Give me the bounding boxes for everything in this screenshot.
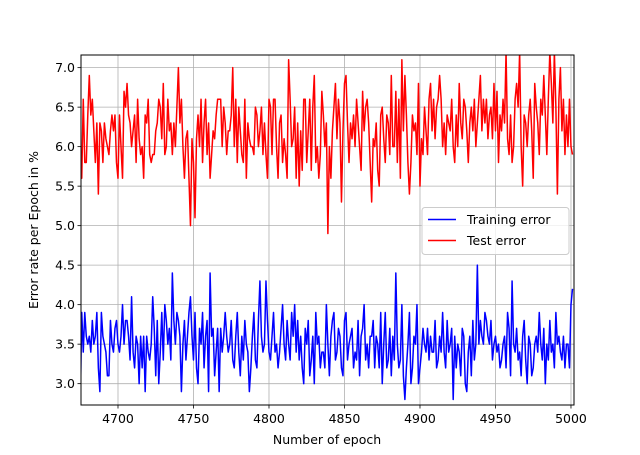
x-tick-label: 4850 [329,411,361,426]
x-tick-label: 4900 [404,411,436,426]
x-tick-label: 5000 [555,411,587,426]
x-axis-label: Number of epoch [273,432,381,447]
x-tick-label: 4700 [102,411,134,426]
y-tick-label: 4.5 [55,258,75,273]
legend-label: Test error [466,233,527,248]
legend-label: Training error [466,212,551,227]
legend: Training error Test error [421,207,570,255]
legend-box [421,207,570,255]
x-tick-label: 4750 [178,411,210,426]
y-tick-label: 6.5 [55,100,75,115]
y-tick-label: 4.0 [55,297,75,312]
plot-lines [81,55,574,405]
ticks: 4700 4750 4800 4850 4900 4950 5000 3.0 3.5 4.0 4.5… [55,60,587,426]
y-axis-label: Error rate per Epoch in % [26,151,41,309]
y-tick-label: 7.0 [55,60,75,75]
y-tick-label: 5.0 [55,218,75,233]
y-tick-label: 6.0 [55,139,75,154]
y-tick-label: 3.0 [55,376,75,391]
y-tick-label: 5.5 [55,179,75,194]
axes-frame [80,54,575,406]
data-line [81,55,574,235]
y-tick-label: 3.5 [55,337,75,352]
x-tick-label: 4950 [480,411,512,426]
x-tick-label: 4800 [253,411,285,426]
data-line [81,264,574,405]
